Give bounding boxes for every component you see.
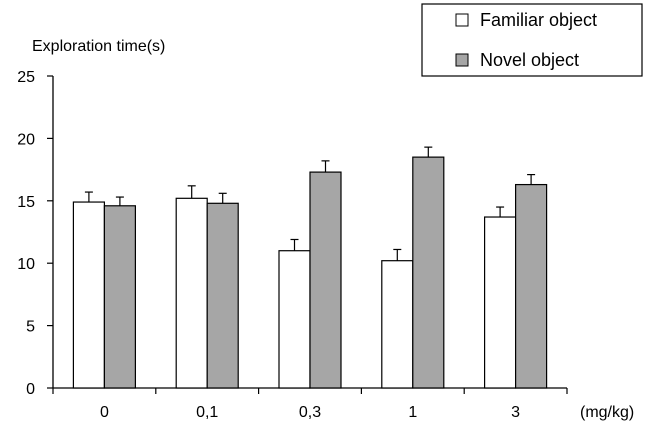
y-ticks: 0 5 10 15 20 25 bbox=[17, 69, 53, 398]
legend-swatch-novel bbox=[455, 53, 469, 67]
novel-bar bbox=[514, 183, 548, 389]
familiar-bar bbox=[278, 250, 311, 389]
y-tick-label: 0 bbox=[26, 381, 35, 398]
legend: Familiar object Novel object bbox=[421, 3, 643, 77]
familiar-bar bbox=[72, 201, 106, 389]
novel-bar bbox=[309, 171, 342, 389]
familiar-bar bbox=[381, 260, 414, 389]
legend-label-novel: Novel object bbox=[480, 50, 579, 70]
bars bbox=[72, 146, 548, 389]
y-tick-label: 20 bbox=[17, 131, 35, 148]
x-tick-label: 3 bbox=[511, 404, 520, 421]
x-ticks: 0 0,1 0,3 1 3 bbox=[52, 388, 568, 421]
y-tick-label: 5 bbox=[26, 319, 35, 336]
y-tick-label: 25 bbox=[17, 69, 35, 86]
x-tick-label: 0 bbox=[100, 404, 109, 421]
y-tick-label: 15 bbox=[17, 194, 35, 211]
legend-swatch-familiar bbox=[455, 13, 469, 27]
y-axis-label: Exploration time(s) bbox=[32, 38, 165, 55]
x-tick-label: 0,3 bbox=[299, 404, 321, 421]
legend-label-familiar: Familiar object bbox=[480, 10, 597, 30]
x-tick-label: 0,1 bbox=[196, 404, 218, 421]
familiar-bar bbox=[175, 197, 208, 389]
novel-bar bbox=[206, 202, 239, 389]
x-tick-label: 1 bbox=[408, 404, 417, 421]
familiar-bar bbox=[484, 216, 517, 389]
y-tick-label: 10 bbox=[17, 256, 35, 273]
novel-bar bbox=[412, 156, 445, 389]
x-axis-unit-label: (mg/kg) bbox=[580, 404, 634, 421]
novel-bar bbox=[103, 205, 137, 389]
